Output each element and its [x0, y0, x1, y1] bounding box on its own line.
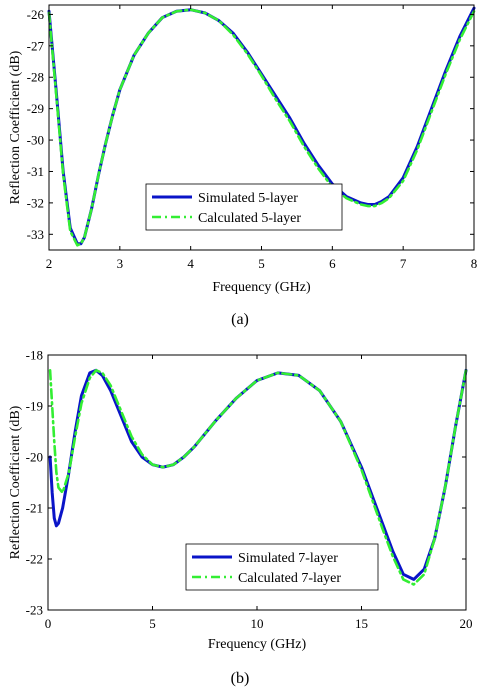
x-tick-label: 10: [251, 616, 264, 631]
x-tick-label: 8: [471, 256, 478, 271]
x-tick-label: 3: [117, 256, 124, 271]
x-tick-label: 20: [460, 616, 473, 631]
y-tick-label: -23: [26, 603, 43, 618]
y-axis-label: Reflection Coefficient (dB): [8, 50, 23, 204]
y-axis-label: Reflection Coefficient (dB): [8, 405, 23, 559]
y-tick-label: -18: [26, 348, 43, 363]
y-tick-label: -31: [27, 164, 44, 179]
x-tick-label: 5: [149, 616, 156, 631]
x-tick-label: 6: [329, 256, 336, 271]
y-tick-label: -20: [26, 450, 43, 465]
y-tick-label: -33: [27, 227, 44, 242]
legend-box: [185, 543, 379, 591]
legend: Simulated 5-layer Calculated 5-layer: [145, 183, 343, 231]
legend-entry-simulated: Simulated 5-layer: [198, 191, 298, 206]
y-tick-label: -29: [27, 101, 44, 116]
x-tick-label: 4: [187, 256, 194, 271]
x-axis-label: Frequency (GHz): [208, 637, 307, 652]
y-tick-label: -19: [26, 399, 43, 414]
y-tick-label: -30: [27, 133, 44, 148]
x-axis-label: Frequency (GHz): [212, 280, 311, 295]
figure-caption-b: (b): [231, 670, 250, 687]
legend-entry-calculated: Calculated 7-layer: [238, 571, 341, 586]
figure-caption-a: (a): [231, 311, 249, 328]
y-tick-label: -32: [27, 195, 44, 210]
y-tick-label: -22: [26, 552, 43, 567]
y-tick-label: -28: [27, 70, 44, 85]
chart-panel-b: 0 5 10 15 20 -18 -19 -20 -21 -22 -23 Frequency (GH…: [8, 348, 472, 688]
x-tick-label: 0: [45, 616, 52, 631]
series-line-calculated: [48, 368, 468, 586]
legend-box: [145, 183, 343, 231]
x-tick-label: 7: [400, 256, 407, 271]
series-group: [48, 368, 468, 586]
legend-entry-simulated: Simulated 7-layer: [238, 551, 338, 566]
y-tick-label: -21: [26, 501, 43, 516]
axis-ticks: 2 3 4 5 6 7 8 -26 -27 -28 -29 -30 -31 -32 -33: [27, 5, 478, 271]
x-tick-label: 2: [46, 256, 53, 271]
chart-panel-a: 2 3 4 5 6 7 8 -26 -27 -28 -29 -30 -31 -32 -33 Frequenc…: [8, 4, 478, 328]
axis-ticks: 0 5 10 15 20 -18 -19 -20 -21 -22 -23: [26, 348, 473, 632]
series-group: [47, 6, 476, 247]
legend-entry-calculated: Calculated 5-layer: [198, 211, 301, 226]
x-tick-label: 5: [258, 256, 265, 271]
series-line-calculated: [47, 8, 476, 247]
y-tick-label: -27: [27, 38, 45, 53]
x-tick-label: 15: [355, 616, 368, 631]
y-tick-label: -26: [27, 7, 45, 22]
legend: Simulated 7-layer Calculated 7-layer: [185, 543, 379, 591]
